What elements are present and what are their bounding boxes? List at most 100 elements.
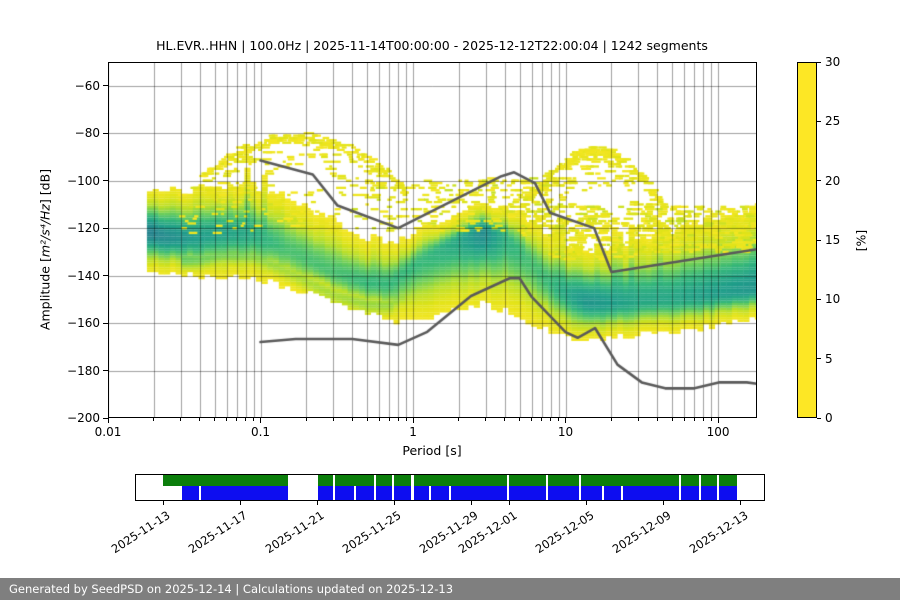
x-minor-tick [332, 418, 334, 421]
y-tick-label: −80 [74, 126, 100, 141]
date-tick-label: 2025-11-13 [108, 508, 173, 557]
y-tick-label: −60 [74, 78, 100, 93]
timeline-tick [393, 501, 395, 505]
x-tick-label: 0.01 [94, 425, 122, 439]
timeline-tick [740, 501, 741, 505]
footer-text: Generated by SeedPSD on 2025-12-14 | Cal… [9, 582, 454, 596]
colorbar-tick [817, 180, 821, 182]
x-tick [717, 418, 719, 423]
timeline-tick [586, 501, 587, 505]
x-minor-tick [550, 418, 552, 421]
colorbar-tick [817, 239, 821, 241]
x-minor-tick [656, 418, 658, 421]
x-minor-tick [180, 418, 182, 421]
timeline-segment-psd-coverage [317, 486, 738, 500]
timeline-segment-data-coverage [317, 475, 738, 486]
y-tick-label: −140 [67, 268, 100, 283]
y-tick [103, 85, 108, 87]
y-tick-label: −180 [67, 363, 100, 378]
timeline-segment-psd-coverage [182, 486, 288, 500]
x-minor-tick [531, 418, 533, 421]
x-minor-tick [485, 418, 487, 421]
x-minor-tick [702, 418, 704, 421]
x-minor-tick [236, 418, 238, 421]
y-tick-label: −100 [67, 173, 100, 188]
colorbar [797, 62, 817, 418]
x-minor-tick [388, 418, 390, 421]
x-minor-tick [305, 418, 307, 421]
x-minor-tick [710, 418, 712, 421]
x-minor-tick [199, 418, 201, 421]
colorbar-tick [817, 358, 821, 360]
timeline-gap [428, 486, 431, 500]
x-minor-tick [693, 418, 695, 421]
y-tick [103, 180, 108, 182]
x-minor-tick [504, 418, 506, 421]
colorbar-tick-label: 30 [825, 55, 841, 69]
y-tick-label: −200 [67, 411, 100, 425]
timeline-gap [373, 475, 376, 500]
x-minor-tick [226, 418, 228, 421]
timeline-gap [198, 486, 201, 500]
y-tick [103, 417, 108, 419]
timeline-gap [679, 475, 682, 500]
timeline-gap [578, 475, 581, 500]
x-tick-label: 100 [706, 425, 730, 439]
x-minor-tick [610, 418, 612, 421]
timeline-gap [506, 475, 509, 500]
date-tick-label: 2025-12-05 [532, 508, 597, 557]
timeline-tick [470, 501, 472, 505]
y-tick [103, 227, 108, 229]
x-minor-tick [366, 418, 368, 421]
colorbar-tick-label: 15 [825, 233, 841, 247]
x-minor-tick [558, 418, 560, 421]
timeline-gap [449, 486, 452, 500]
footer-status-bar: Generated by SeedPSD on 2025-12-14 | Cal… [0, 578, 900, 600]
y-tick [103, 322, 108, 324]
x-axis-label: Period [s] [402, 443, 462, 458]
date-tick-label: 2025-12-09 [609, 508, 674, 557]
x-minor-tick [253, 418, 255, 421]
x-minor-tick [405, 418, 407, 421]
y-tick [103, 275, 108, 277]
plot-title: HL.EVR..HHN | 100.0Hz | 2025-11-14T00:00… [156, 38, 708, 53]
colorbar-tick-label: 25 [825, 114, 841, 129]
timeline-tick [316, 501, 318, 505]
colorbar-tick-label: 10 [825, 292, 841, 307]
date-tick-label: 2025-11-17 [185, 508, 250, 557]
x-tick [260, 418, 262, 423]
x-minor-tick [153, 418, 155, 421]
x-minor-tick [378, 418, 380, 421]
y-tick [103, 132, 108, 134]
x-tick-label: 1 [409, 425, 417, 439]
timeline-gap [699, 475, 702, 500]
y-tick-label: −160 [67, 316, 100, 331]
timeline-gap [332, 475, 335, 500]
colorbar-tick-label: 0 [825, 411, 833, 425]
timeline-tick [663, 501, 664, 505]
x-minor-tick [541, 418, 543, 421]
colorbar-tick-label: 5 [825, 351, 833, 366]
x-minor-tick [245, 418, 247, 421]
timeline-gap [716, 475, 719, 500]
x-tick [412, 418, 414, 423]
x-minor-tick [214, 418, 216, 421]
x-minor-tick [637, 418, 639, 421]
timeline-gap [546, 475, 549, 500]
colorbar-label: [%] [853, 229, 869, 252]
timeline-tick [239, 501, 241, 505]
x-tick [565, 418, 567, 423]
timeline-gap [392, 475, 395, 500]
x-minor-tick [519, 418, 521, 421]
timeline-segment-data-coverage [163, 475, 288, 486]
timeline-tick [162, 501, 164, 505]
colorbar-tick [817, 417, 821, 419]
colorbar-tick [817, 61, 821, 63]
x-minor-tick [671, 418, 673, 421]
date-tick-label: 2025-11-25 [339, 508, 404, 557]
x-minor-tick [351, 418, 353, 421]
y-tick [103, 370, 108, 372]
ppsd-heatmap-canvas [108, 62, 757, 418]
colorbar-tick-label: 20 [825, 173, 841, 188]
